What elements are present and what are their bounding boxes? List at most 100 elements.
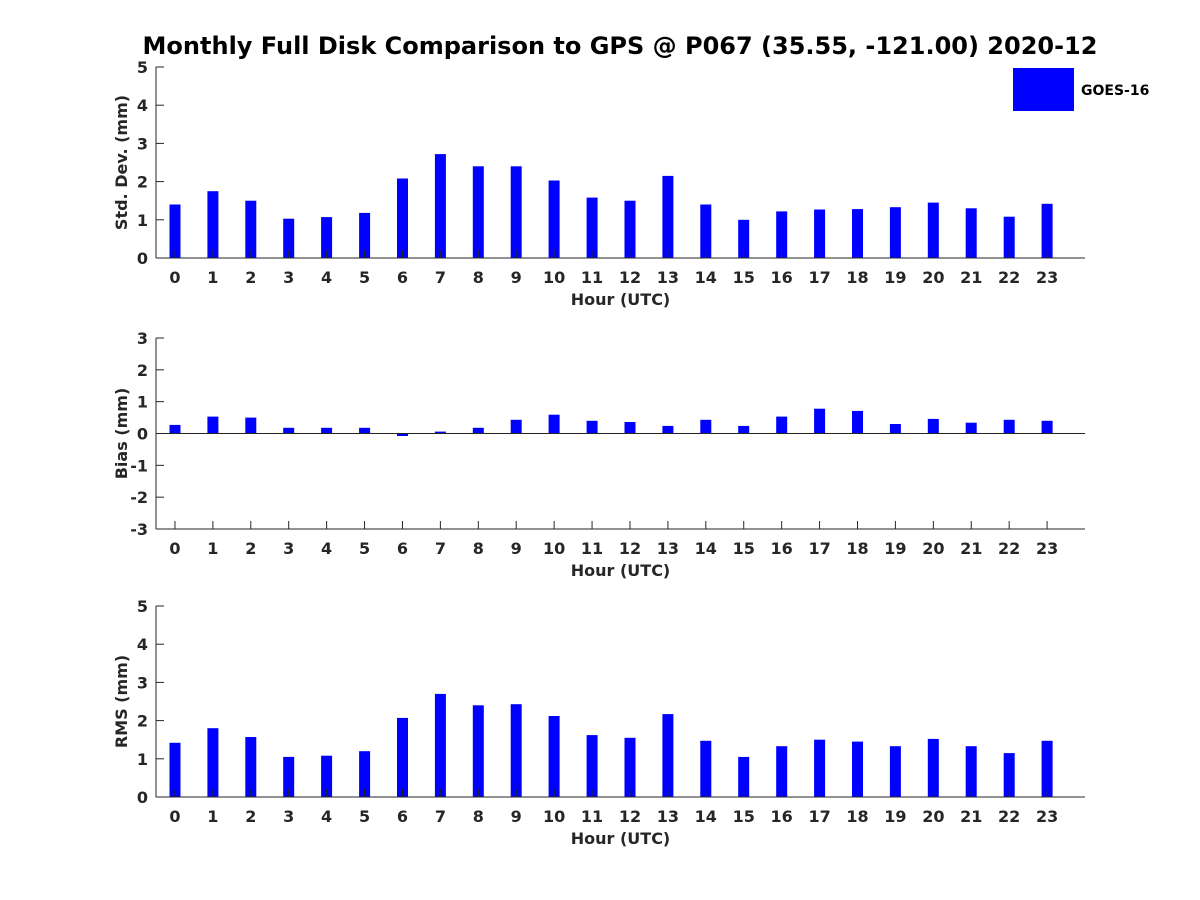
- bar-23: [1041, 740, 1053, 797]
- x-tick-label: 4: [321, 268, 332, 287]
- x-tick-label: 16: [771, 539, 793, 558]
- legend: GOES-16: [1013, 68, 1149, 111]
- bar-4: [321, 755, 333, 797]
- x-tick-label: 20: [922, 268, 944, 287]
- x-tick-label: 10: [543, 807, 565, 826]
- x-tick-label: 11: [581, 539, 603, 558]
- x-tick-label: 23: [1036, 268, 1058, 287]
- bar-11: [586, 420, 598, 434]
- x-tick-label: 23: [1036, 807, 1058, 826]
- x-tick-label: 0: [169, 539, 180, 558]
- bar-9: [510, 166, 522, 258]
- x-tick-label: 17: [808, 807, 830, 826]
- x-tick-label: 9: [511, 268, 522, 287]
- x-tick-label: 21: [960, 807, 982, 826]
- bar-4: [321, 217, 333, 258]
- bar-18: [852, 410, 863, 434]
- x-axis-label: Hour (UTC): [571, 561, 671, 580]
- bar-7: [434, 154, 446, 258]
- x-tick-label: 11: [581, 807, 603, 826]
- x-tick-label: 3: [283, 807, 294, 826]
- x-tick-label: 19: [884, 807, 906, 826]
- bar-8: [472, 427, 484, 434]
- bar-2: [245, 417, 257, 434]
- x-tick-label: 7: [435, 807, 446, 826]
- x-tick-label: 1: [207, 539, 218, 558]
- y-tick-label: -1: [130, 456, 148, 475]
- bar-5: [359, 751, 371, 797]
- bar-23: [1041, 203, 1053, 258]
- bar-23: [1041, 420, 1053, 434]
- y-tick-label: 3: [137, 134, 148, 153]
- x-tick-label: 2: [245, 807, 256, 826]
- y-tick-label: 2: [137, 173, 148, 192]
- x-tick-label: 17: [808, 268, 830, 287]
- bar-11: [586, 735, 598, 797]
- x-tick-label: 9: [511, 539, 522, 558]
- y-axis-label: RMS (mm): [112, 655, 131, 748]
- x-tick-label: 18: [846, 539, 868, 558]
- x-tick-label: 15: [733, 539, 755, 558]
- x-tick-label: 3: [283, 539, 294, 558]
- bar-6: [397, 178, 408, 258]
- bar-12: [624, 737, 636, 797]
- bar-6: [397, 717, 408, 797]
- bar-2: [245, 200, 257, 258]
- y-tick-label: 1: [137, 750, 148, 769]
- bar-18: [852, 209, 863, 258]
- x-axis-label: Hour (UTC): [571, 829, 671, 848]
- bar-17: [814, 739, 826, 797]
- x-tick-label: 20: [922, 807, 944, 826]
- y-tick-label: 1: [137, 211, 148, 230]
- x-tick-label: 8: [473, 807, 484, 826]
- bar-1: [207, 416, 219, 434]
- x-tick-label: 18: [846, 268, 868, 287]
- bar-16: [776, 416, 788, 434]
- x-tick-label: 17: [808, 539, 830, 558]
- bar-9: [510, 419, 522, 434]
- y-tick-label: 5: [137, 597, 148, 616]
- x-tick-label: 18: [846, 807, 868, 826]
- x-tick-label: 6: [397, 539, 408, 558]
- bar-15: [738, 219, 750, 258]
- x-tick-label: 1: [207, 807, 218, 826]
- bar-3: [283, 427, 295, 434]
- x-tick-label: 4: [321, 807, 332, 826]
- bar-10: [548, 716, 560, 797]
- bar-14: [700, 740, 712, 797]
- x-tick-label: 6: [397, 807, 408, 826]
- x-tick-label: 2: [245, 539, 256, 558]
- bar-6: [397, 433, 408, 436]
- bar-17: [814, 408, 826, 434]
- x-tick-label: 11: [581, 268, 603, 287]
- bar-12: [624, 422, 636, 434]
- x-tick-label: 12: [619, 539, 641, 558]
- x-tick-label: 5: [359, 807, 370, 826]
- legend-label: GOES-16: [1081, 83, 1149, 99]
- x-tick-label: 14: [695, 268, 717, 287]
- x-tick-label: 16: [771, 268, 793, 287]
- x-tick-label: 5: [359, 268, 370, 287]
- bar-15: [738, 756, 750, 797]
- bar-21: [965, 208, 977, 258]
- x-tick-label: 5: [359, 539, 370, 558]
- x-tick-label: 2: [245, 268, 256, 287]
- bar-13: [662, 425, 674, 434]
- bar-1: [207, 728, 219, 797]
- x-tick-label: 6: [397, 268, 408, 287]
- bar-1: [207, 191, 219, 258]
- x-tick-label: 13: [657, 539, 679, 558]
- bar-4: [321, 427, 333, 434]
- x-tick-label: 22: [998, 268, 1020, 287]
- bar-18: [852, 741, 863, 797]
- bar-7: [434, 693, 446, 797]
- bar-8: [472, 166, 484, 258]
- y-tick-label: 3: [137, 329, 148, 348]
- bar-14: [700, 419, 712, 434]
- bar-20: [927, 738, 939, 797]
- bar-22: [1003, 753, 1015, 797]
- x-tick-label: 3: [283, 268, 294, 287]
- bar-0: [169, 424, 181, 434]
